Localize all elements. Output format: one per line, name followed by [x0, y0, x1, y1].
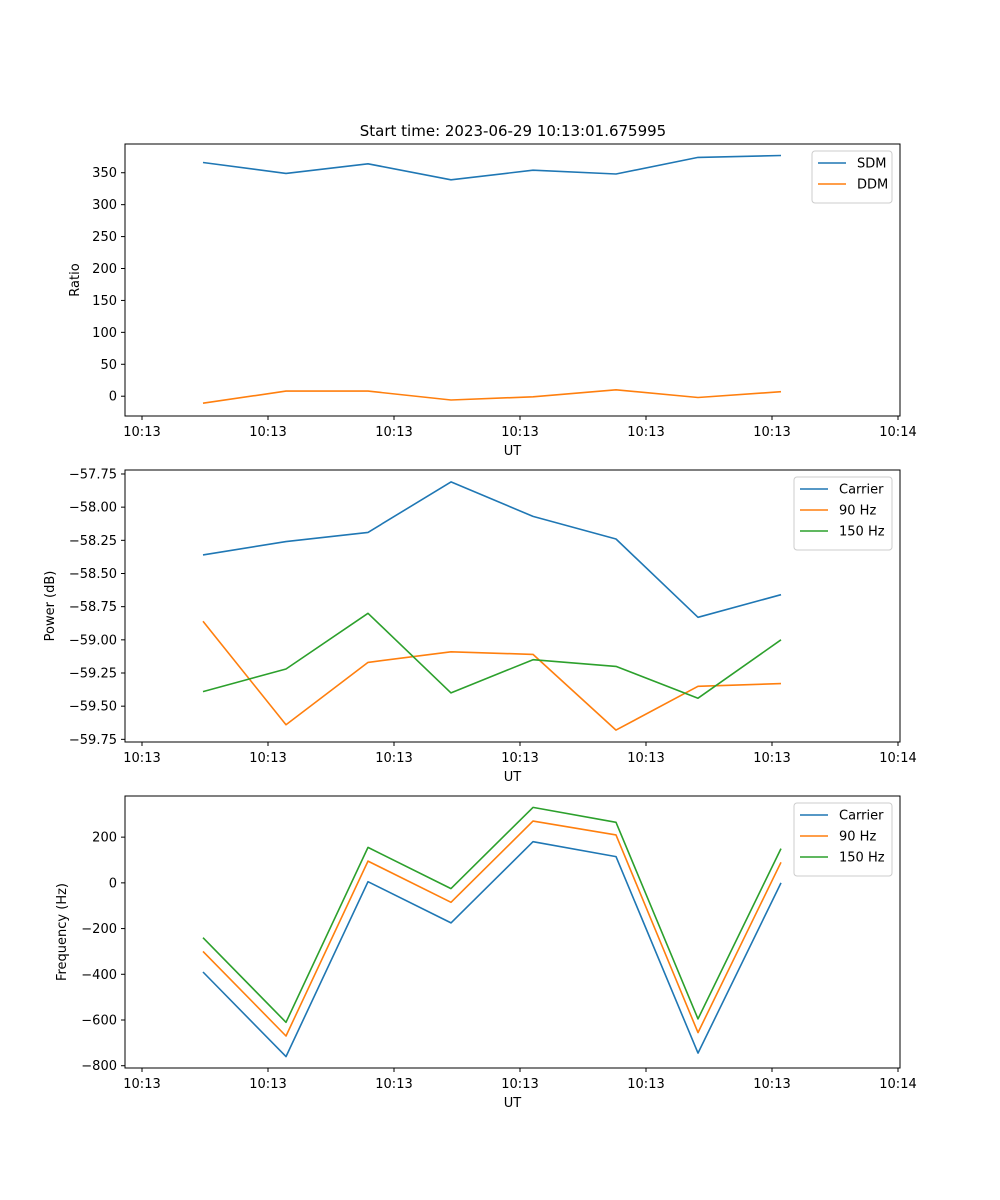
series-line-ddm — [202, 388, 782, 404]
legend-label: DDM — [857, 178, 888, 193]
x-tick-label: 10:13 — [753, 425, 790, 440]
legend-label: 150 Hz — [839, 525, 885, 540]
x-tick-label: 10:13 — [375, 751, 412, 766]
y-tick-label: −58.75 — [69, 600, 117, 615]
x-tick-label: 10:14 — [879, 1077, 916, 1092]
x-tick-label: 10:13 — [627, 425, 664, 440]
x-axis-label: UT — [504, 1096, 522, 1111]
legend-label: SDM — [857, 157, 886, 172]
x-tick-label: 10:13 — [249, 1077, 286, 1092]
axes-frame — [124, 143, 901, 417]
legend: Carrier 90 Hz 150 Hz — [793, 802, 893, 877]
axes-frame — [124, 795, 901, 1069]
y-tick-label: −59.00 — [69, 633, 117, 648]
y-tick-label: −400 — [81, 968, 117, 983]
x-tick-label: 10:13 — [627, 1077, 664, 1092]
x-tick-label: 10:13 — [123, 1077, 160, 1092]
subplots: 0 50 100 150 200 250 300 350 10:13 10:13 10:13 10:1… — [43, 143, 917, 1111]
x-tick-label: 10:13 — [249, 425, 286, 440]
x-tick-label: 10:13 — [753, 1077, 790, 1092]
subplot-2: −59.75 −59.50 −59.25 −59.00 −58.75 −58.50 −58.… — [43, 467, 917, 785]
y-tick-label: 0 — [109, 876, 117, 891]
x-tick-label: 10:13 — [501, 425, 538, 440]
x-tick-label: 10:13 — [375, 425, 412, 440]
y-tick-label: −58.50 — [69, 567, 117, 582]
y-axis-label: Power (dB) — [43, 571, 58, 642]
y-tick-label: −59.75 — [69, 733, 117, 748]
y-tick-label: −57.75 — [69, 467, 117, 482]
x-tick-label: 10:13 — [501, 1077, 538, 1092]
y-tick-label: 250 — [92, 230, 117, 245]
y-tick-label: −58.25 — [69, 534, 117, 549]
series-line-150-hz — [202, 612, 782, 700]
x-axis-label: UT — [504, 770, 522, 785]
x-tick-label: 10:14 — [879, 425, 916, 440]
legend-label: Carrier — [839, 809, 884, 824]
y-tick-label: 50 — [100, 358, 117, 373]
legend-label: 90 Hz — [839, 504, 876, 519]
series-line-carrier — [202, 840, 782, 1058]
series-line-90-hz — [202, 820, 782, 1037]
y-tick-label: 0 — [109, 390, 117, 405]
y-tick-label: 200 — [92, 831, 117, 846]
legend-label: 90 Hz — [839, 830, 876, 845]
y-tick-label: −200 — [81, 922, 117, 937]
y-tick-label: −600 — [81, 1014, 117, 1029]
axes-frame — [124, 469, 901, 743]
x-tick-label: 10:13 — [123, 425, 160, 440]
subplot-1: 0 50 100 150 200 250 300 350 10:13 10:13 10:13 10:1… — [68, 143, 917, 459]
legend: SDM DDM — [811, 150, 893, 204]
x-tick-label: 10:13 — [753, 751, 790, 766]
x-tick-label: 10:13 — [501, 751, 538, 766]
y-tick-label: 300 — [92, 198, 117, 213]
x-tick-label: 10:13 — [375, 1077, 412, 1092]
y-tick-label: −800 — [81, 1059, 117, 1074]
x-tick-label: 10:13 — [627, 751, 664, 766]
legend-label: Carrier — [839, 483, 884, 498]
x-tick-label: 10:13 — [123, 751, 160, 766]
subplot-3: −800 −600 −400 −200 0 200 10:13 10:13 10:13 10:13… — [55, 795, 917, 1111]
y-tick-label: 100 — [92, 326, 117, 341]
y-axis-label: Frequency (Hz) — [55, 883, 70, 981]
y-tick-label: −58.00 — [69, 501, 117, 516]
figure-title: Start time: 2023-06-29 10:13:01.675995 — [360, 122, 666, 140]
y-tick-label: 350 — [92, 166, 117, 181]
y-tick-label: −59.25 — [69, 667, 117, 682]
y-tick-label: 200 — [92, 262, 117, 277]
x-tick-label: 10:14 — [879, 751, 916, 766]
y-tick-label: −59.50 — [69, 700, 117, 715]
series-line-150-hz — [202, 806, 782, 1024]
x-tick-label: 10:13 — [249, 751, 286, 766]
y-tick-label: 150 — [92, 294, 117, 309]
legend-label: 150 Hz — [839, 851, 885, 866]
series-line-carrier — [202, 481, 782, 619]
series-line-sdm — [202, 154, 782, 181]
y-axis-label: Ratio — [68, 263, 83, 296]
x-axis-label: UT — [504, 444, 522, 459]
legend-box — [811, 150, 893, 204]
legend: Carrier 90 Hz 150 Hz — [793, 476, 893, 551]
